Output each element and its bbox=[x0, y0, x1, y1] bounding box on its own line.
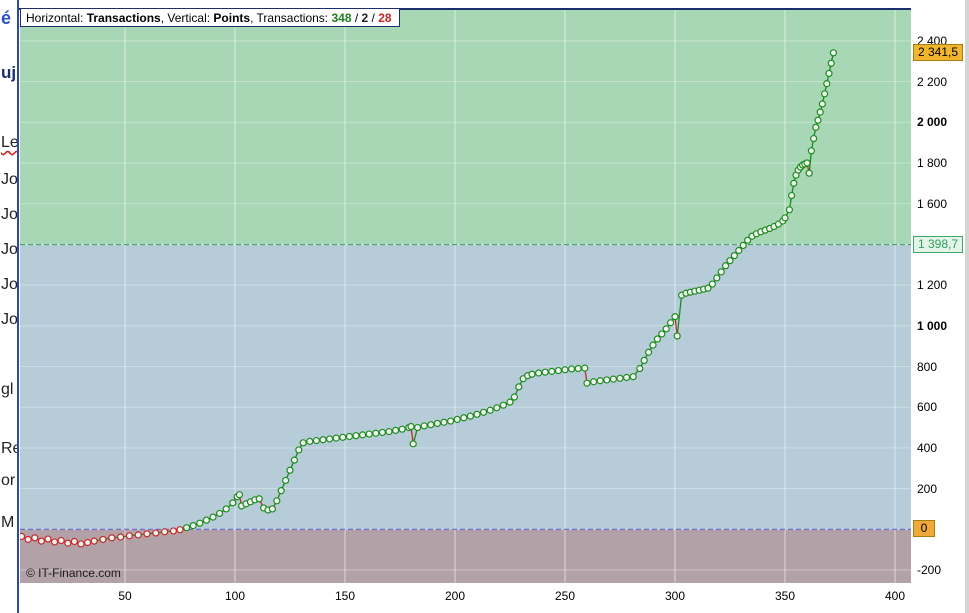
y-axis-label: 1 800 bbox=[917, 156, 948, 170]
info-segment: 28 bbox=[378, 11, 392, 25]
y-axis-label: -200 bbox=[917, 563, 942, 577]
clipped-text-fragment: Re bbox=[1, 440, 17, 457]
clipped-text-fragment: Jo bbox=[1, 276, 17, 293]
window-border bbox=[17, 0, 19, 613]
copyright-watermark: © IT-Finance.com bbox=[26, 566, 121, 580]
info-segment: / bbox=[351, 11, 362, 25]
x-axis-label: 100 bbox=[224, 589, 246, 603]
last-price-box: 2 341,5 bbox=[913, 43, 964, 61]
info-segment: 348 bbox=[331, 11, 352, 25]
y-axis-label: 1 600 bbox=[917, 196, 948, 211]
zero-box: 0 bbox=[913, 520, 935, 538]
y-axis-label: 400 bbox=[917, 440, 938, 455]
clipped-text-fragment: Jo bbox=[1, 206, 17, 223]
chart-top-border bbox=[19, 8, 911, 10]
y-axis-label: 2 000 bbox=[917, 115, 948, 130]
x-axis-label: 350 bbox=[774, 589, 796, 603]
info-segment: , Vertical: bbox=[160, 11, 214, 25]
clipped-text-fragment: Jo bbox=[1, 311, 17, 328]
clipped-text-fragment: Jo bbox=[1, 171, 17, 188]
chart-info-bar: Horizontal: Transactions, Vertical: Poin… bbox=[20, 8, 400, 27]
y-axis-label: 600 bbox=[917, 400, 938, 415]
y-axis-label: 1 000 bbox=[917, 318, 948, 333]
clipped-text-fragment: Jo bbox=[1, 241, 17, 258]
clipped-text-fragment: uj bbox=[1, 63, 17, 82]
info-segment: Horizontal: bbox=[26, 11, 87, 25]
info-segment: , Transactions: bbox=[250, 11, 332, 25]
y-axis-label: 200 bbox=[917, 481, 938, 496]
window-edge bbox=[965, 0, 969, 613]
chart-plot-area[interactable]: © IT-Finance.com bbox=[20, 10, 911, 583]
clipped-text-fragment: Le bbox=[1, 134, 17, 151]
equity-curve-svg bbox=[20, 10, 911, 583]
clipped-text-fragment: M bbox=[1, 514, 15, 531]
x-axis-label: 200 bbox=[444, 589, 466, 603]
info-segment: Points bbox=[213, 11, 251, 25]
clipped-text-fragment: é bbox=[1, 8, 12, 28]
background-window-text-strip: é uj Le Jo Jo Jo Jo Jo gl Re or M bbox=[0, 0, 17, 613]
y-axis-label: 1 200 bbox=[917, 278, 948, 293]
clipped-text-fragment: or bbox=[1, 472, 16, 489]
x-axis-label: 250 bbox=[554, 589, 576, 603]
y-axis-label: 800 bbox=[917, 359, 938, 374]
x-axis-label: 400 bbox=[884, 589, 906, 603]
x-axis-label: 50 bbox=[118, 589, 132, 603]
info-segment: Transactions bbox=[86, 11, 161, 25]
x-axis-label: 150 bbox=[334, 589, 356, 603]
x-axis-label: 300 bbox=[664, 589, 686, 603]
info-segment: 2 bbox=[361, 11, 369, 25]
info-segment: / bbox=[368, 11, 379, 25]
y-axis-label: 2 200 bbox=[917, 74, 948, 89]
threshold-box: 1 398,7 bbox=[913, 235, 964, 253]
clipped-text-fragment: gl bbox=[1, 381, 14, 398]
